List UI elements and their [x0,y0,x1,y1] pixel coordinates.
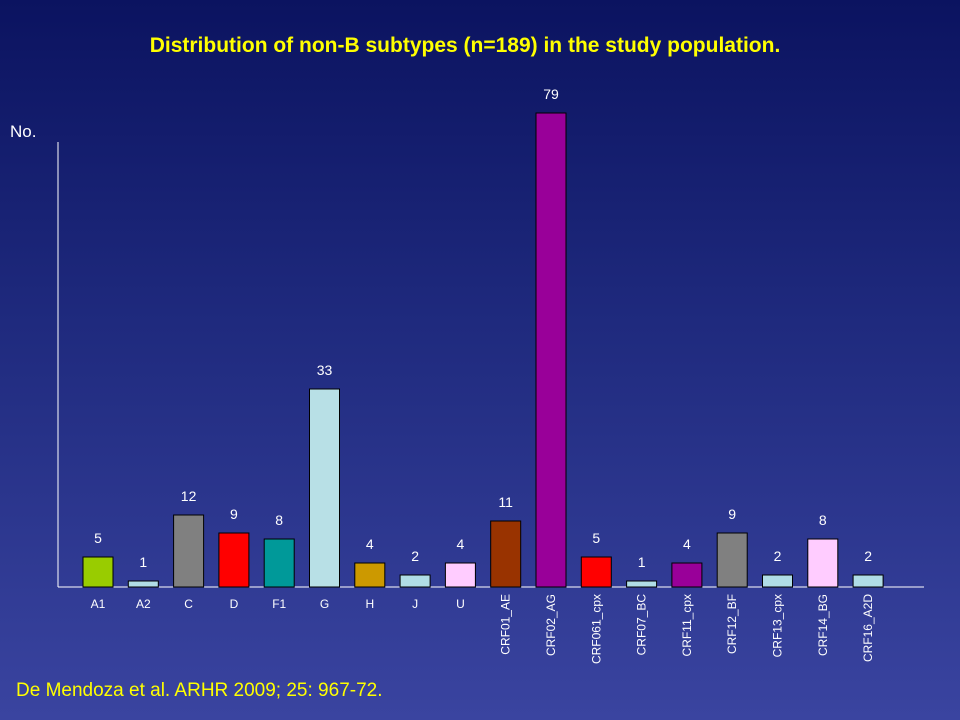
bar-a1 [82,556,114,588]
bars-group: 5A11A212C9D8F133G4H2J4U11CRF01_AE79CRF02… [82,86,884,664]
value-label-f1: 8 [275,512,283,528]
bar-a2 [127,580,159,588]
value-label-g: 33 [317,362,333,378]
bar-crf061-cpx [580,556,612,588]
category-label-f1: F1 [272,597,286,611]
value-label-crf11-cpx: 4 [683,536,691,552]
category-label-crf16-a2d: CRF16_A2D [861,594,875,662]
value-label-a1: 5 [94,530,102,546]
bar-crf02-ag [535,112,567,588]
value-label-crf13-cpx: 2 [774,548,782,564]
value-label-crf07-bc: 1 [638,554,646,570]
value-label-crf12-bf: 9 [728,506,736,522]
value-label-u: 4 [457,536,465,552]
chart-title: Distribution of non-B subtypes (n=189) i… [149,34,781,57]
category-label-crf01-ae: CRF01_AE [499,594,513,655]
category-label-crf02-ag: CRF02_AG [544,594,558,656]
value-label-c: 12 [181,488,197,504]
bar-g [309,388,340,588]
bar-crf16-a2d [852,574,884,588]
bar-crf07-bc [626,580,658,588]
bar-d [218,532,250,588]
category-label-h: H [365,597,374,611]
category-label-crf061-cpx: CRF061_cpx [589,594,603,664]
category-label-c: C [184,597,193,611]
category-label-crf11-cpx: CRF11_cpx [680,594,694,656]
value-label-crf14-bg: 8 [819,512,827,528]
value-label-j: 2 [411,548,419,564]
bar-c [173,514,205,588]
category-label-a1: A1 [91,597,106,611]
value-label-crf16-a2d: 2 [864,548,872,564]
category-label-j: J [412,597,418,611]
y-axis-label: No. [10,122,36,141]
category-label-crf14-bg: CRF14_BG [816,594,830,656]
bar-crf12-bf [716,532,748,588]
bar-u [444,562,476,588]
bar-crf14-bg [807,538,839,588]
bar-f1 [263,538,295,588]
value-label-crf01-ae: 11 [498,494,513,510]
bar-j [399,574,431,588]
bar-chart: No. 5A11A212C9D8F133G4H2J4U11CRF01_AE79C… [10,86,884,664]
category-label-d: D [230,597,239,611]
bar-h [354,562,386,588]
citation-text: De Mendoza et al. ARHR 2009; 25: 967-72. [16,680,383,701]
value-label-crf061-cpx: 5 [592,530,600,546]
category-label-a2: A2 [136,597,151,611]
value-label-h: 4 [366,536,374,552]
category-label-u: U [456,597,465,611]
value-label-a2: 1 [139,554,147,570]
value-label-d: 9 [230,506,238,522]
value-label-crf02-ag: 79 [543,86,559,102]
bar-crf01-ae [490,520,522,588]
bar-crf11-cpx [671,562,703,588]
category-label-crf07-bc: CRF07_BC [635,594,649,656]
bar-crf13-cpx [762,574,793,588]
category-label-g: G [320,597,329,611]
category-label-crf12-bf: CRF12_BF [725,594,739,654]
category-label-crf13-cpx: CRF13_cpx [771,594,785,657]
